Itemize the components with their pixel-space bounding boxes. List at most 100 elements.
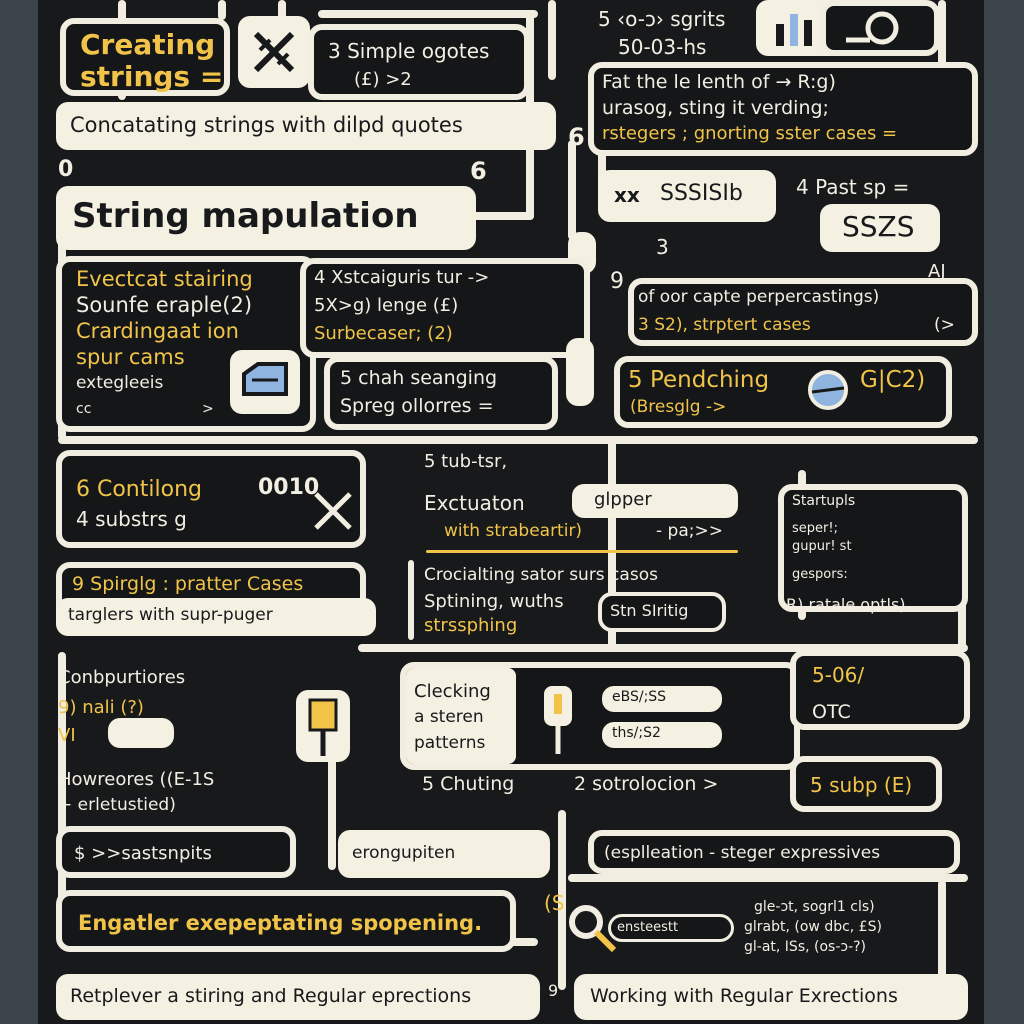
marker-aj: AJ [928, 261, 946, 282]
checking-code2-label: ths/;S2 [612, 725, 661, 741]
chah-line2: Spreg ollorres = [340, 395, 494, 417]
length-line2: urasog, sting it verding; [602, 97, 829, 119]
pending-panel: 5 Pendching G|C2) (Bresglg -> [614, 356, 952, 428]
sss-prefix: xx [614, 183, 640, 207]
marker-six-right: 6 [568, 123, 585, 151]
conb-line3: VI [58, 725, 76, 746]
spirglg-line1: 9 Spirglg : pratter Cases [72, 573, 304, 595]
subtstr-label: 5 tub-tsr, [424, 451, 508, 472]
left-panel: Evectcat stairing Sounfe eraple(2) Crard… [56, 256, 316, 432]
globe-icon [808, 370, 848, 410]
connector-line [458, 212, 534, 220]
croc-badge: Stn SIritig [598, 592, 726, 632]
concatenating-pill: Concatating strings with dilpd quotes [56, 102, 556, 150]
pending-line1: 5 Pendching [628, 367, 770, 393]
pen-icon [544, 686, 572, 754]
tray-icon [242, 362, 288, 396]
contilong-line2: 4 substrs g [76, 507, 187, 531]
bar-chart-icon [776, 14, 812, 46]
search-bar: ensteestt [608, 914, 734, 942]
length-line1: Fat the le lenth of → R:g) [602, 71, 836, 93]
marker-three: 3 [656, 235, 669, 259]
croc-badge-label: Stn SIritig [610, 601, 689, 620]
exec-underline [426, 550, 738, 553]
creating-strings-card: Creating strings = [60, 18, 230, 96]
targlers-pill: targlers with supr-puger [56, 598, 376, 636]
pending-line2: G|C2) [860, 367, 926, 393]
mid-list-line3: Surbecaser; (2) [314, 323, 453, 344]
pending-line3: (Bresglg -> [630, 397, 727, 417]
contilong-line1: 6 Contilong [76, 477, 202, 502]
sast-label: $ >>sastsnpits [74, 843, 212, 864]
contilong-panel: 6 Contilong 4 substrs g 0010 [56, 450, 366, 548]
connector-line [548, 0, 556, 80]
past-label: 4 Past sp = [796, 175, 910, 199]
mid-list-line2: 5X>g) lenge (£) [314, 295, 459, 316]
exec-line1: Exctuaton [424, 491, 525, 515]
sast-panel: $ >>sastsnpits [56, 826, 296, 878]
howr-line1: Howreores ((E-1S [58, 769, 215, 790]
left-line2: Sounfe eraple(2) [76, 293, 253, 317]
checking-code2: ths/;S2 [602, 722, 722, 748]
exec-tag: glpper [572, 484, 738, 518]
exec-line3: - pa;>> [656, 521, 723, 541]
croc-line1: Crocialting sator surs casos [424, 565, 658, 585]
brush-icon [308, 698, 338, 756]
connector-line [568, 874, 968, 882]
croc-line2: Sptining, wuths [424, 591, 564, 612]
search-icon [569, 905, 617, 953]
checking-bg [406, 668, 516, 764]
cross-arrows-icon [253, 31, 295, 73]
marker-six: 6 [470, 157, 487, 185]
right-mid-arrow: (> [934, 315, 955, 335]
exec-tag-label: glpper [594, 489, 652, 510]
startups-line4: gespors: [792, 567, 848, 582]
checking-line1: Clecking [414, 681, 491, 702]
startups-panel: Startupls seper!; gupur! st gespors: [778, 484, 968, 612]
left-arrow: > [202, 401, 214, 417]
ssz-value: SSZS [842, 210, 915, 243]
right-mid-line2: 3 S2), strptert cases [638, 315, 811, 335]
quotes-line1: 3 Simple ogotes [328, 39, 490, 63]
subp-label: 5 subp (E) [810, 773, 913, 797]
croc-line3: strssphing [424, 615, 518, 636]
connector-line [318, 10, 538, 18]
search-bar-label: ensteestt [617, 920, 679, 935]
subp-panel: 5 subp (E) [790, 756, 942, 812]
sym-label: (S [544, 891, 565, 915]
footer-left-label: Retplever a stiring and Regular eprectio… [70, 985, 472, 1007]
conb-line1: Conbpurtiores [58, 667, 186, 688]
engatler-label: Engatler exepeptating spopening. [78, 911, 483, 935]
connector-line [408, 560, 414, 640]
espl-panel: (esplleation - steger expressives [588, 830, 960, 874]
chuting-line2: 2 sotrolocion > [574, 773, 719, 795]
creating-title-line2: strings = [80, 60, 224, 93]
string-manipulation-title: String mapulation [72, 196, 419, 236]
string-manipulation-pill: String mapulation [56, 186, 476, 250]
brush-tile [296, 690, 350, 762]
connector-line [58, 436, 978, 444]
left-line6: cc [76, 401, 92, 417]
chah-line1: 5 chah seanging [340, 367, 498, 389]
quotes-line2: (£) >2 [354, 69, 412, 90]
right-box-panel: 5-06/ OTC [790, 650, 970, 730]
sss-pill: xx SSSISIb [598, 170, 776, 222]
espl-label: (esplleation - steger expressives [604, 843, 881, 863]
connector-line [278, 0, 286, 24]
connector-line [958, 600, 966, 652]
gle-line1: gle-ɔt, sogrl1 cls) [754, 899, 875, 915]
contilong-bits: 0010 [258, 475, 320, 500]
box-icon-tile [230, 350, 300, 414]
checking-code1: eBS/;SS [602, 686, 722, 712]
top-right-line1: 5 ‹o-ɔ› sgrits [598, 7, 726, 31]
sss-label: SSSISIb [660, 181, 743, 206]
chuting-line1: 5 Chuting [422, 773, 515, 795]
erong-pill: erongupiten [338, 830, 550, 878]
right-mid-line1: of oor capte perpercastings) [638, 287, 880, 307]
checking-line3: patterns [414, 733, 486, 753]
concatenating-label: Concatating strings with dilpd quotes [70, 113, 463, 137]
connector-line [328, 690, 336, 870]
footer-right-pill: Working with Regular Exrections [574, 974, 968, 1020]
left-line4: spur cams [76, 345, 185, 369]
startups-line1: Startupls [792, 493, 856, 509]
